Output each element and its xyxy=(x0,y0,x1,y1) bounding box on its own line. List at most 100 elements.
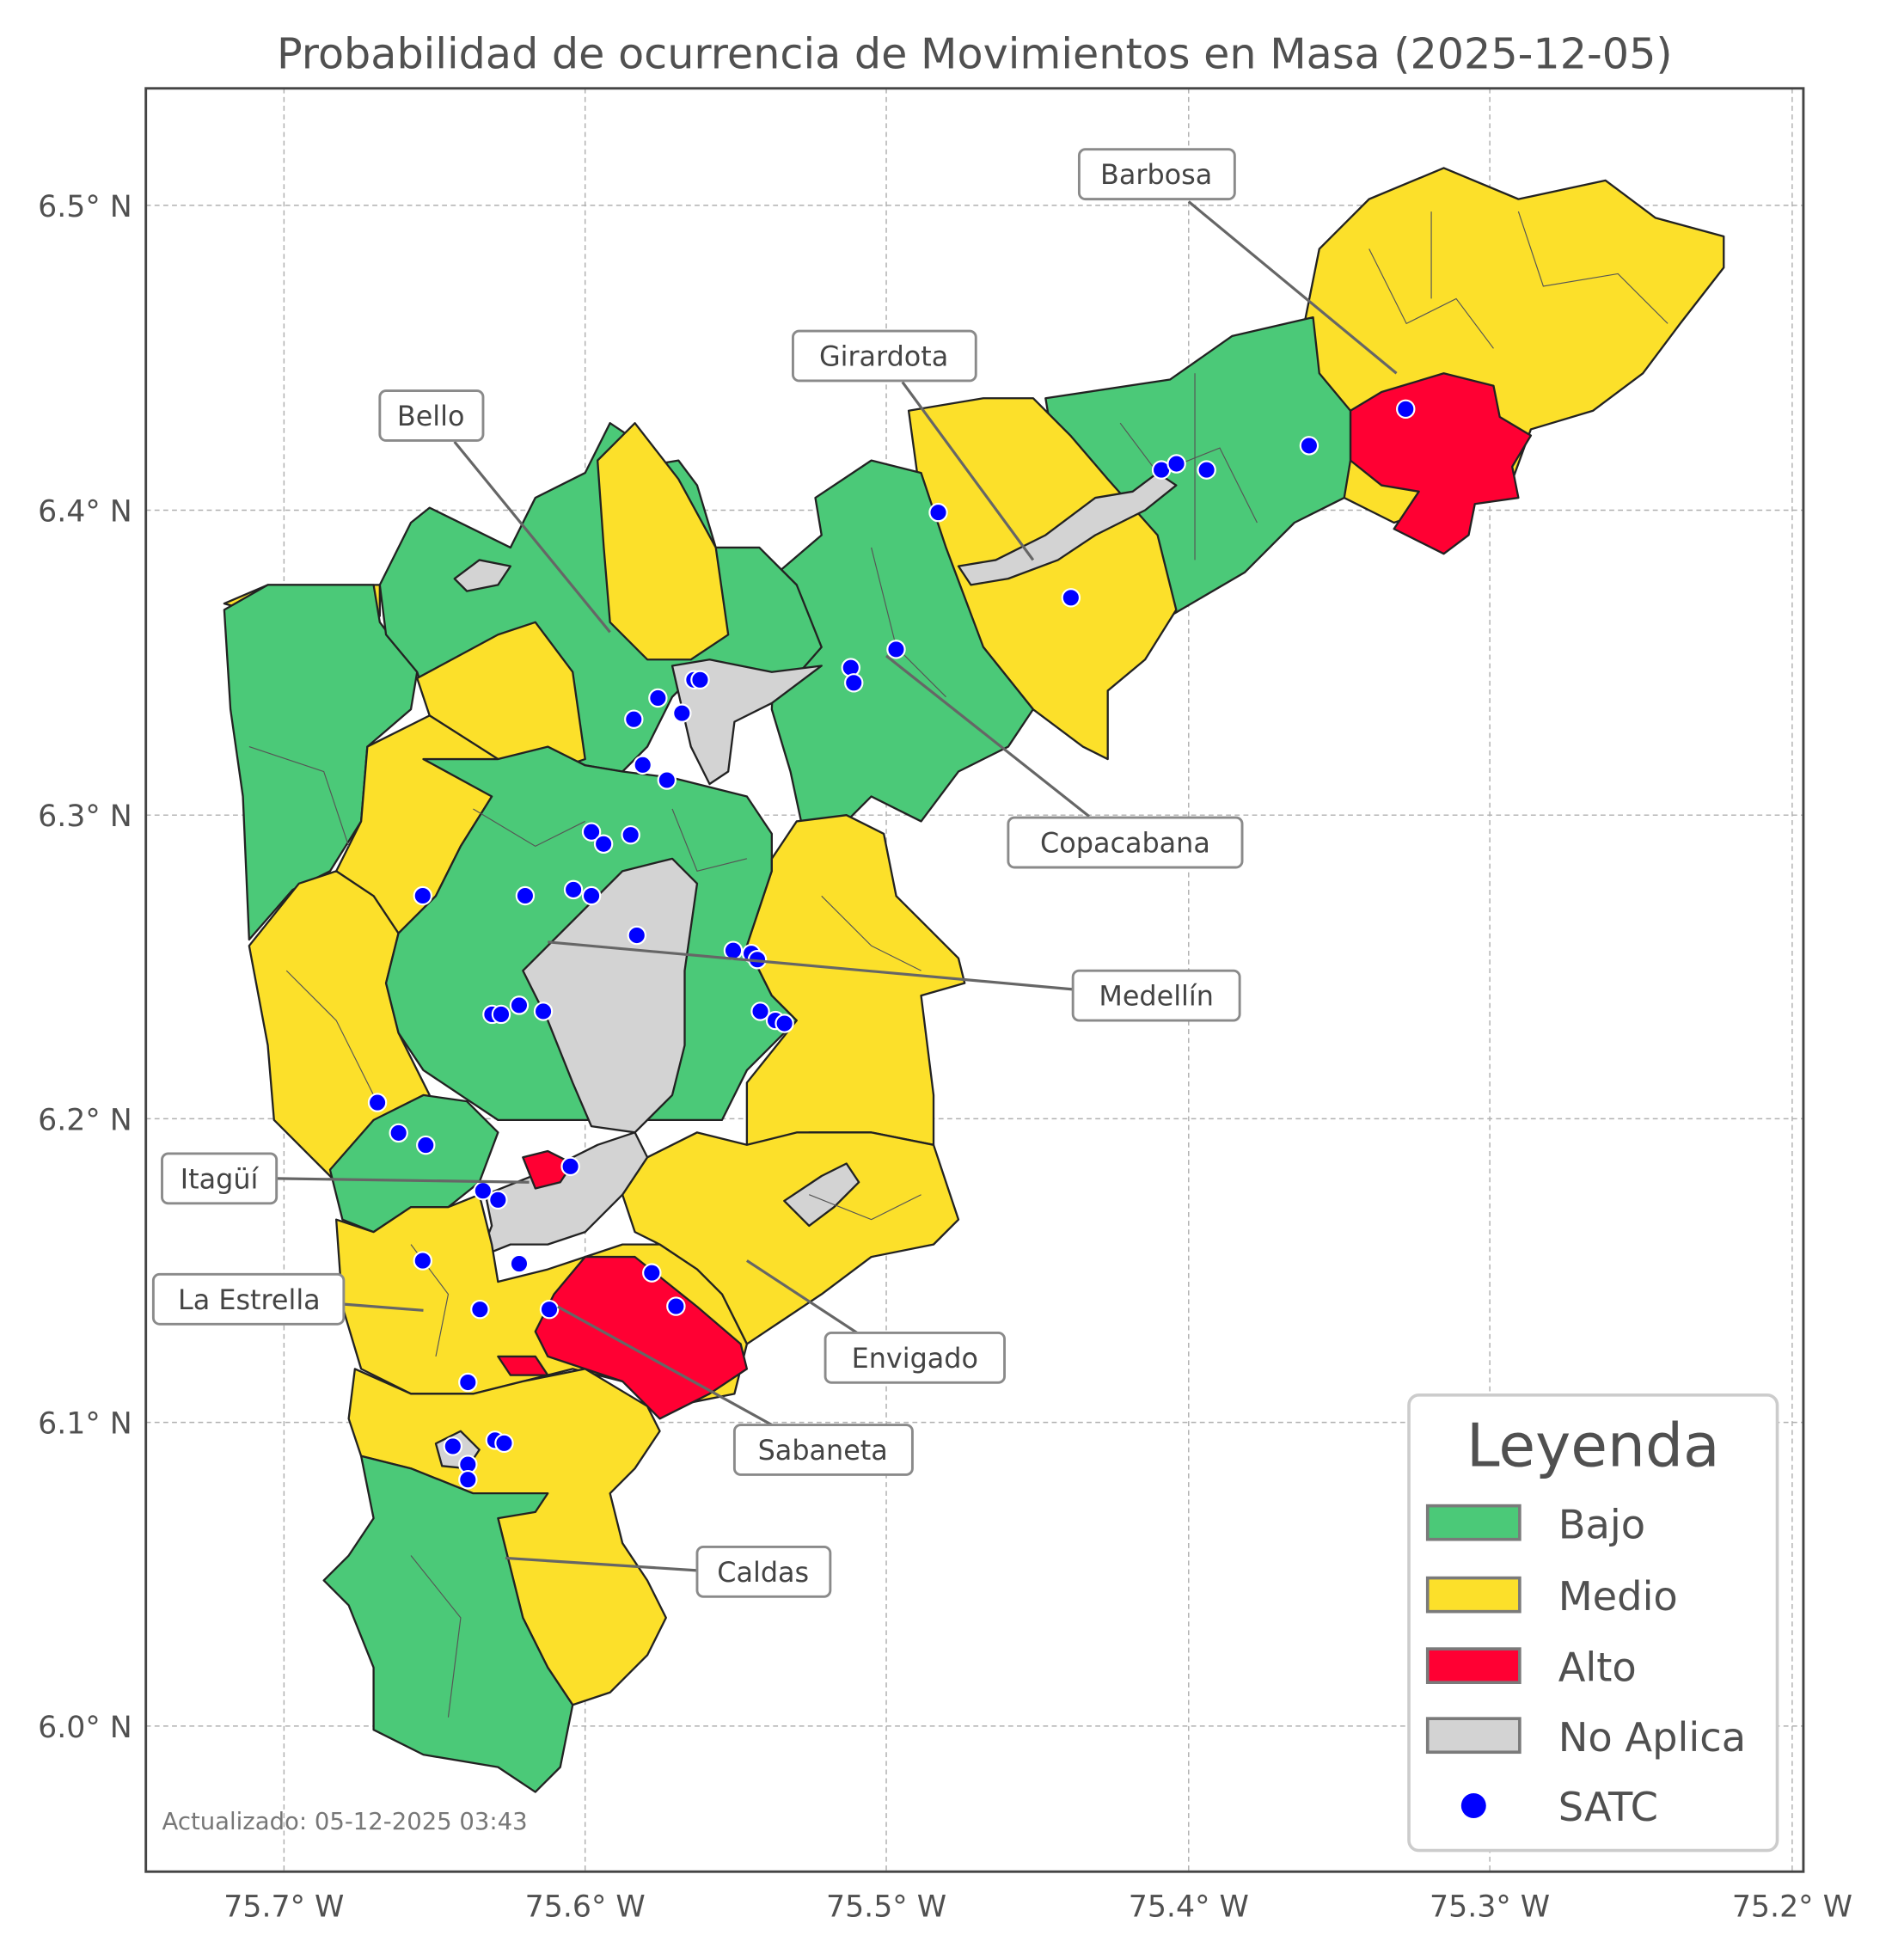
satc-point xyxy=(488,1190,508,1210)
satc-point xyxy=(416,1135,436,1155)
satc-point xyxy=(1166,454,1186,474)
x-tick: 75.5° W xyxy=(826,1890,946,1924)
satc-point xyxy=(633,755,652,775)
svg-text:Sabaneta: Sabaneta xyxy=(758,1434,888,1467)
y-tick: 6.4° N xyxy=(38,495,132,530)
satc-point xyxy=(648,688,668,708)
annotation-la-estrella: La Estrella xyxy=(151,1272,424,1326)
x-tick: 75.7° W xyxy=(223,1890,344,1924)
annotations: Barbosa Girardota Bello Copacabana Medel… xyxy=(151,148,1398,1598)
region-alto xyxy=(497,1355,549,1376)
svg-text:Medellín: Medellín xyxy=(1099,980,1214,1013)
svg-text:Copacabana: Copacabana xyxy=(1040,827,1210,860)
annotation-envigado: Envigado xyxy=(746,1259,1006,1384)
satc-point xyxy=(509,1253,530,1274)
satc-point xyxy=(491,1004,511,1025)
satc-point xyxy=(1061,588,1081,608)
satc-point xyxy=(666,1296,686,1316)
satc-point xyxy=(494,1433,514,1454)
annotation-itagui: Itagüí xyxy=(161,1152,530,1205)
svg-text:Envigado: Envigado xyxy=(852,1342,978,1375)
satc-point xyxy=(458,1372,478,1393)
annotation-barbosa: Barbosa xyxy=(1077,148,1398,375)
legend-label-no-aplica: No Aplica xyxy=(1558,1714,1746,1761)
region-no-aplica xyxy=(670,658,823,786)
svg-text:Girardota: Girardota xyxy=(819,340,948,373)
risk-regions xyxy=(223,167,1725,1793)
annotation-copacabana: Copacabana xyxy=(885,654,1244,869)
satc-point xyxy=(563,879,584,900)
satc-point xyxy=(581,885,602,906)
region-no-aplica xyxy=(453,559,511,592)
satc-point xyxy=(389,1123,408,1143)
satc-point xyxy=(1197,460,1216,480)
legend-swatch-bajo xyxy=(1425,1504,1522,1541)
region-bajo xyxy=(770,459,1034,861)
satc-point xyxy=(844,673,864,693)
region-alto xyxy=(534,1255,749,1420)
satc-point xyxy=(509,995,530,1015)
region-alto xyxy=(1349,372,1533,555)
annotation-girardota: Girardota xyxy=(791,329,1035,561)
satc-point xyxy=(672,703,692,723)
svg-text:Barbosa: Barbosa xyxy=(1100,158,1212,191)
satc-point xyxy=(775,1014,794,1033)
satc-point xyxy=(642,1263,662,1283)
satc-point xyxy=(560,1156,580,1177)
y-tick: 6.2° N xyxy=(38,1103,132,1137)
satc-points xyxy=(367,399,1416,1490)
satc-point xyxy=(750,1001,770,1021)
satc-point xyxy=(593,834,614,854)
region-bajo xyxy=(322,1455,574,1793)
legend-swatch-medio xyxy=(1425,1576,1522,1614)
legend-label-alto: Alto xyxy=(1558,1645,1637,1691)
satc-point xyxy=(1299,436,1320,456)
svg-text:Bello: Bello xyxy=(397,400,465,432)
satc-point xyxy=(581,822,602,842)
legend-label-medio: Medio xyxy=(1558,1573,1678,1620)
satc-point xyxy=(621,824,640,845)
y-tick: 6.1° N xyxy=(38,1407,132,1442)
legend-label-satc: SATC xyxy=(1558,1784,1658,1830)
svg-text:Itagüí: Itagüí xyxy=(181,1162,260,1195)
annotation-bello: Bello xyxy=(378,389,611,634)
map-title: Probabilidad de ocurrencia de Movimiento… xyxy=(277,29,1673,79)
satc-point xyxy=(367,1093,388,1112)
satc-point xyxy=(690,670,710,690)
satc-point xyxy=(533,1001,554,1021)
legend-label-bajo: Bajo xyxy=(1558,1501,1645,1547)
plot-area: Barbosa Girardota Bello Copacabana Medel… xyxy=(144,87,1805,1873)
x-tick: 75.2° W xyxy=(1732,1890,1852,1924)
municipal-boundaries xyxy=(248,211,1669,1718)
legend: Leyenda Bajo Medio Alto No Aplica SATC xyxy=(1407,1393,1779,1853)
satc-point xyxy=(515,885,536,906)
satc-point xyxy=(413,885,432,906)
satc-point xyxy=(539,1299,560,1320)
region-medio xyxy=(597,422,730,661)
satc-point xyxy=(627,925,646,946)
satc-point xyxy=(413,1251,432,1271)
satc-point xyxy=(886,640,906,659)
y-tick: 6.3° N xyxy=(38,799,132,834)
y-tick: 6.0° N xyxy=(38,1711,132,1745)
y-axis-ticks: 6.5° N 6.4° N 6.3° N 6.2° N 6.1° N 6.0° … xyxy=(38,190,132,1745)
satc-point xyxy=(624,709,644,729)
region-no-aplica xyxy=(957,471,1178,586)
x-tick: 75.6° W xyxy=(525,1890,646,1924)
satc-point xyxy=(723,940,744,960)
legend-swatch-alto xyxy=(1425,1647,1522,1684)
annotation-caldas: Caldas xyxy=(505,1545,832,1598)
region-no-aplica xyxy=(522,857,699,1134)
satc-point xyxy=(1396,399,1416,420)
svg-text:La Estrella: La Estrella xyxy=(178,1283,321,1316)
updated-timestamp: Actualizado: 05-12-2025 03:43 xyxy=(162,1808,528,1835)
legend-marker-satc xyxy=(1460,1793,1486,1818)
x-axis-ticks: 75.7° W 75.6° W 75.5° W 75.4° W 75.3° W … xyxy=(223,1890,1852,1924)
region-no-aplica xyxy=(783,1162,860,1228)
satc-point xyxy=(928,502,948,523)
satc-point xyxy=(470,1299,490,1320)
satc-point xyxy=(458,1470,478,1490)
svg-text:Caldas: Caldas xyxy=(717,1556,809,1589)
legend-title: Leyenda xyxy=(1466,1412,1720,1480)
